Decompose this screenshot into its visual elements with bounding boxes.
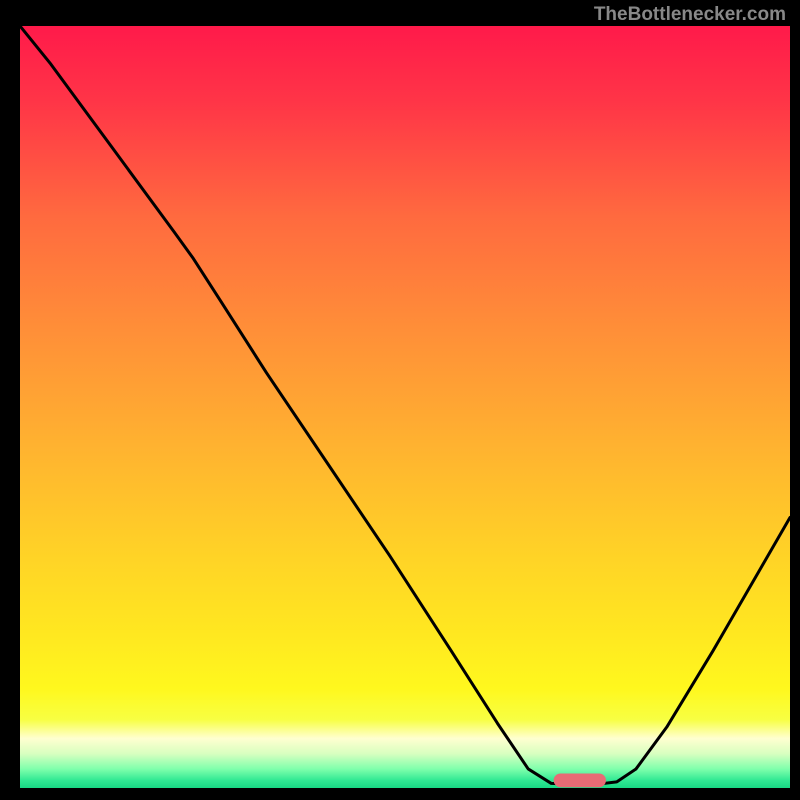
watermark-text: TheBottlenecker.com: [594, 4, 786, 26]
plot-svg: [20, 26, 790, 788]
bottleneck-chart: TheBottlenecker.com: [0, 0, 800, 800]
plot-area: [20, 26, 790, 788]
y-axis: [17, 26, 20, 791]
gradient-background: [20, 26, 790, 788]
optimal-marker: [554, 774, 606, 788]
x-axis: [17, 788, 790, 791]
